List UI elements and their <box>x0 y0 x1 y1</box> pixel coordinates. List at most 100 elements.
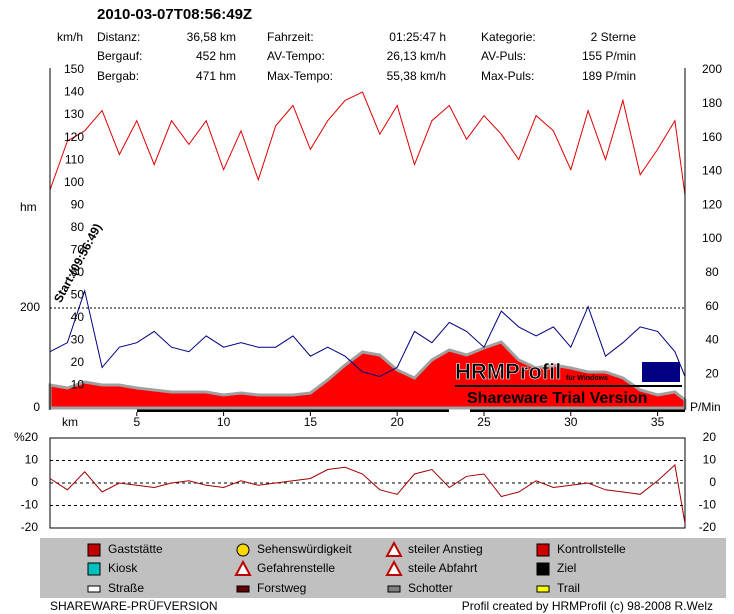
y2-tick-label: 180 <box>702 96 722 110</box>
y-tick-label: 50 <box>71 288 85 302</box>
stat-label: AV-Puls: <box>481 49 526 63</box>
y2-tick-label: 200 <box>702 62 722 76</box>
y-tick-label: 120 <box>64 130 84 144</box>
stat-value: 36,58 km <box>187 30 236 44</box>
x-tick-label: 10 <box>217 415 231 429</box>
stat-value: 2 Sterne <box>591 30 637 44</box>
stat-value: 55,38 km/h <box>387 69 446 83</box>
watermark-sub: für Windows <box>566 375 608 382</box>
watermark-trial: Shareware Trial Version <box>467 390 648 407</box>
y3-axis-title: hm <box>20 200 37 214</box>
legend-label: Gefahrenstelle <box>257 561 335 575</box>
footer-left: SHAREWARE-PRÜFVERSION <box>50 599 218 613</box>
y-tick-label: 100 <box>64 175 84 189</box>
legend-panel <box>40 538 726 598</box>
y2-tick-label: 80 <box>705 265 719 279</box>
legend-label: Straße <box>108 581 144 595</box>
y-tick-label: 150 <box>64 62 84 76</box>
legend-label: steiler Anstieg <box>408 542 483 556</box>
legend-label: Gaststätte <box>108 542 163 556</box>
stat-value: 01:25:47 h <box>389 30 446 44</box>
y-tick-label: 10 <box>71 378 85 392</box>
legend-icon <box>536 562 550 576</box>
stat-value: 26,13 km/h <box>387 49 446 63</box>
legend-label: Kontrollstelle <box>557 542 626 556</box>
legend-icon <box>236 543 250 557</box>
series-line <box>49 91 686 196</box>
y-tick-label: 80 <box>71 220 85 234</box>
stat-label: AV-Tempo: <box>267 49 325 63</box>
y-tick-label: 40 <box>71 310 85 324</box>
y-tick-label: 30 <box>71 333 85 347</box>
footer-right: Profil created by HRMProfil (c) 98-2008 … <box>462 599 713 613</box>
y2-tick-label: 20 <box>705 366 719 380</box>
y-axis-title: km/h <box>57 30 83 44</box>
y-tick-label: 0 <box>31 475 38 489</box>
y2-tick-label: 100 <box>702 231 722 245</box>
stat-label: Bergab: <box>97 69 139 83</box>
stat-value: 189 P/min <box>582 69 636 83</box>
legend-label: Forstweg <box>257 581 306 595</box>
stat-value: 471 hm <box>196 69 236 83</box>
y-tick-label-right: 0 <box>709 475 716 489</box>
series-line <box>49 288 686 378</box>
legend-label: steile Abfahrt <box>408 561 478 575</box>
legend-icon <box>536 585 550 593</box>
stat-value: 155 P/min <box>582 49 636 63</box>
legend-icon <box>236 585 250 593</box>
y-tick-label: 20 <box>71 355 85 369</box>
stat-label: Distanz: <box>97 30 140 44</box>
stat-label: Fahrzeit: <box>267 30 314 44</box>
y-tick-label: 20 <box>25 430 39 444</box>
legend-label: Trail <box>557 581 580 595</box>
legend-icon <box>387 585 401 593</box>
y-tick-label: -20 <box>21 520 39 534</box>
y-axis-title: % <box>14 430 25 444</box>
y-tick-label: 130 <box>64 107 84 121</box>
stat-label: Max-Tempo: <box>267 69 333 83</box>
y-tick-label-right: -20 <box>699 520 717 534</box>
watermark-icon <box>642 362 680 382</box>
y3-tick-label: 200 <box>20 300 40 314</box>
y2-tick-label: 140 <box>702 164 722 178</box>
y2-axis-title: P/Min <box>690 400 721 414</box>
x-tick-label: 25 <box>477 415 491 429</box>
surface-bar <box>50 408 685 412</box>
y-tick-label: 140 <box>64 85 84 99</box>
title: 2010-03-07T08:56:49Z <box>97 6 252 23</box>
y-tick-label-right: -10 <box>699 498 717 512</box>
plot-frame <box>49 437 686 529</box>
y-tick-label: 10 <box>25 453 39 467</box>
legend-icon <box>234 559 252 576</box>
x-tick-label: 30 <box>564 415 578 429</box>
y-tick-label: 70 <box>71 242 85 256</box>
elevation-area <box>48 340 687 410</box>
legend-label: Sehenswürdigkeit <box>257 542 352 556</box>
y3-tick-label: 0 <box>33 400 40 414</box>
x-axis-title: km <box>62 415 78 429</box>
x-tick-label: 5 <box>133 415 140 429</box>
stat-label: Kategorie: <box>481 30 536 44</box>
legend-icon <box>385 540 403 557</box>
x-tick-label: 20 <box>391 415 405 429</box>
y-tick-label-right: 10 <box>703 453 717 467</box>
legend-icon <box>87 562 101 576</box>
y-tick-label: -10 <box>21 498 39 512</box>
legend-label: Schotter <box>408 581 453 595</box>
stat-value: 452 hm <box>196 49 236 63</box>
y2-tick-label: 120 <box>702 197 722 211</box>
gradient-line <box>49 464 686 524</box>
stat-label: Bergauf: <box>97 49 142 63</box>
y2-tick-label: 60 <box>705 299 719 313</box>
y-tick-label-right: 20 <box>703 430 717 444</box>
legend-icon <box>385 559 403 576</box>
y-tick-label: 90 <box>71 197 85 211</box>
y-tick-label: 110 <box>65 152 84 166</box>
legend-icon <box>87 585 101 593</box>
x-tick-label: 35 <box>651 415 665 429</box>
legend-icon <box>536 543 550 557</box>
legend-label: Kiosk <box>108 561 138 575</box>
y2-tick-label: 40 <box>705 333 719 347</box>
y2-tick-label: 160 <box>702 130 722 144</box>
